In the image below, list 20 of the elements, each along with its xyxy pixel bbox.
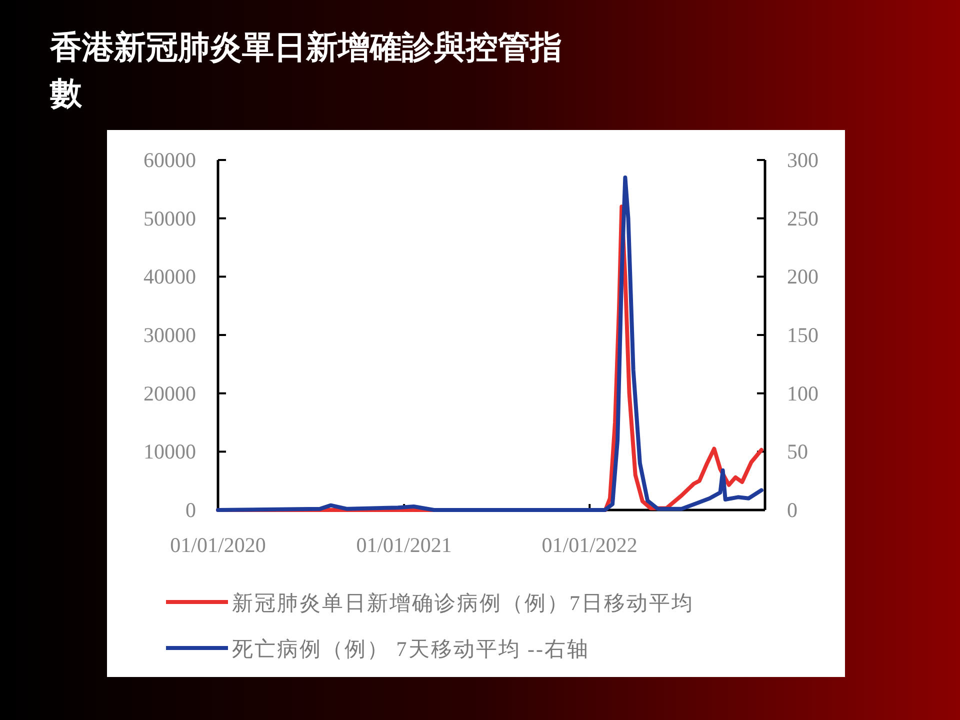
y-tick-label: 30000 <box>144 323 196 347</box>
y-tick-label: 60000 <box>144 148 196 172</box>
y2-tick-label: 100 <box>787 381 818 406</box>
y2-tick-label: 150 <box>787 323 818 347</box>
x-tick-label: 01/01/2021 <box>356 533 452 557</box>
y2-tick-label: 200 <box>787 264 818 289</box>
x-tick-label: 01/01/2020 <box>170 533 266 557</box>
chart-title: 香港新冠肺炎單日新增確診與控管指數 <box>49 28 562 112</box>
legend-label: 新冠肺炎单日新增确诊病例（例）7日移动平均 <box>232 591 694 615</box>
y-tick-label: 20000 <box>144 381 196 406</box>
y-tick-label: 40000 <box>144 264 196 289</box>
y-tick-label: 10000 <box>144 440 196 464</box>
y2-tick-label: 0 <box>787 498 798 522</box>
y2-tick-label: 50 <box>787 440 808 464</box>
x-tick-label: 01/01/2022 <box>542 533 638 557</box>
y2-tick-label: 250 <box>787 206 818 230</box>
legend-label: 死亡病例（例） 7天移动平均 --右轴 <box>232 637 590 661</box>
y-tick-label: 0 <box>186 498 196 522</box>
y2-tick-label: 300 <box>787 148 818 172</box>
y-tick-label: 50000 <box>144 206 196 230</box>
